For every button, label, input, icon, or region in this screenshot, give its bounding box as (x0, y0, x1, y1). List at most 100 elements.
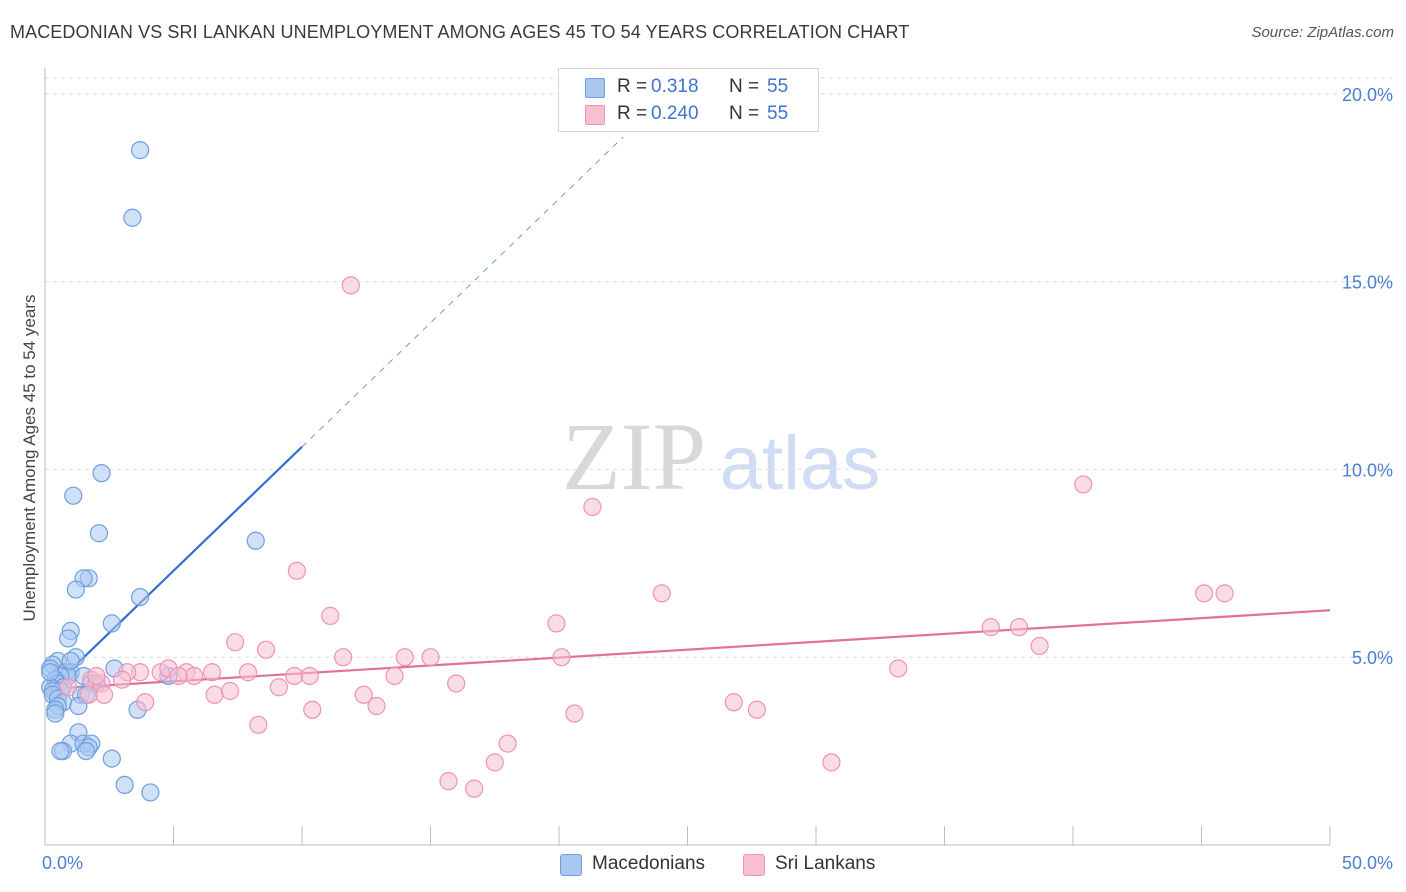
point-macedonians (92, 464, 111, 483)
point-srilankans (395, 648, 414, 667)
legend-swatch-srilankans (585, 105, 605, 125)
chart-title: MACEDONIAN VS SRI LANKAN UNEMPLOYMENT AM… (10, 22, 910, 42)
point-macedonians (123, 208, 142, 227)
point-macedonians (102, 614, 121, 633)
legend-swatch-macedonians (560, 854, 582, 876)
point-macedonians (77, 741, 96, 761)
x-tick-label: 0.0% (42, 853, 83, 873)
trend-extension-macedonians (301, 136, 624, 448)
point-srilankans (169, 666, 188, 686)
point-srilankans (367, 696, 386, 716)
point-srilankans (583, 497, 602, 517)
point-macedonians (66, 580, 85, 599)
point-macedonians (41, 663, 60, 682)
point-macedonians (64, 486, 83, 505)
legend-swatch-srilankans (743, 854, 765, 876)
point-macedonians (130, 141, 150, 160)
point-srilankans (498, 734, 517, 753)
point-srilankans (354, 685, 373, 704)
point-srilankans (439, 772, 458, 791)
gridlines (45, 77, 1392, 658)
point-srilankans (303, 700, 322, 719)
data-points (41, 141, 1234, 802)
legend-n-value: 55 (767, 103, 789, 124)
watermark-atlas: atlas (720, 421, 881, 506)
point-srilankans (95, 685, 114, 704)
trend-line-srilankans (44, 609, 1331, 691)
point-srilankans (205, 685, 224, 704)
point-macedonians (246, 531, 265, 550)
point-srilankans (112, 670, 132, 689)
watermark-zip: ZIP (562, 403, 706, 510)
point-srilankans (822, 753, 841, 772)
point-srilankans (341, 276, 360, 295)
point-srilankans (552, 648, 571, 667)
point-macedonians (46, 704, 65, 723)
point-srilankans (385, 666, 404, 686)
point-srilankans (220, 681, 240, 701)
point-macedonians (61, 651, 80, 671)
point-srilankans (300, 666, 319, 686)
point-srilankans (981, 618, 1000, 637)
point-srilankans (59, 678, 78, 697)
point-srilankans (87, 666, 106, 686)
legend-label-macedonians: Macedonians (592, 853, 706, 874)
point-macedonians (130, 587, 150, 607)
point-macedonians (102, 749, 121, 768)
y-tick-label: 15.0% (1342, 273, 1393, 293)
point-srilankans (889, 659, 908, 678)
point-srilankans (136, 693, 155, 712)
source-label: Source: ZipAtlas.com (1251, 24, 1394, 41)
point-srilankans (269, 678, 288, 697)
legend-n-label: N = (729, 103, 760, 124)
point-srilankans (465, 779, 484, 798)
y-tick-label: 10.0% (1342, 460, 1393, 480)
legend-r-label: R = (617, 103, 648, 124)
point-srilankans (1215, 584, 1234, 603)
point-srilankans (1009, 618, 1029, 637)
point-srilankans (202, 663, 222, 682)
legend-r-value: 0.240 (651, 103, 699, 124)
tick-labels: 5.0% 10.0% 15.0% 20.0% 0.0% 50.0% (42, 85, 1393, 873)
point-srilankans (79, 685, 98, 704)
point-srilankans (421, 648, 440, 667)
point-srilankans (238, 663, 258, 682)
x-tick-label: 50.0% (1342, 853, 1393, 873)
point-srilankans (447, 674, 466, 693)
point-srilankans (724, 693, 743, 712)
point-srilankans (285, 666, 304, 686)
point-srilankans (547, 614, 566, 633)
y-axis-title: Unemployment Among Ages 45 to 54 years (20, 294, 39, 622)
y-tick-label: 20.0% (1342, 85, 1393, 105)
point-srilankans (565, 704, 584, 723)
legend-n-label: N = (729, 76, 760, 97)
legend-label-srilankans: Sri Lankans (775, 853, 876, 874)
point-macedonians (59, 629, 78, 648)
point-macedonians (141, 783, 160, 802)
legend-n-value: 55 (767, 76, 789, 97)
point-srilankans (747, 700, 766, 719)
point-srilankans (334, 648, 353, 667)
legend-swatch-macedonians (585, 78, 605, 98)
correlation-legend: R = 0.318 N = 55 R = 0.240 N = 55 (558, 68, 819, 132)
y-tick-label: 5.0% (1352, 648, 1393, 668)
point-srilankans (184, 666, 204, 686)
legend-r-value: 0.318 (651, 76, 699, 97)
trend-line-macedonians (44, 446, 303, 696)
legend-r-label: R = (617, 76, 648, 97)
point-srilankans (1194, 584, 1214, 603)
point-macedonians (89, 524, 109, 543)
point-srilankans (485, 753, 504, 772)
point-srilankans (249, 715, 268, 734)
axes (44, 68, 1331, 846)
point-macedonians (115, 775, 134, 795)
point-srilankans (652, 584, 671, 603)
watermark: ZIP atlas (562, 403, 880, 510)
point-srilankans (1074, 475, 1093, 494)
trend-lines (44, 136, 1331, 696)
point-srilankans (287, 561, 306, 580)
point-srilankans (1030, 636, 1049, 656)
point-srilankans (226, 633, 245, 652)
point-srilankans (256, 640, 276, 659)
